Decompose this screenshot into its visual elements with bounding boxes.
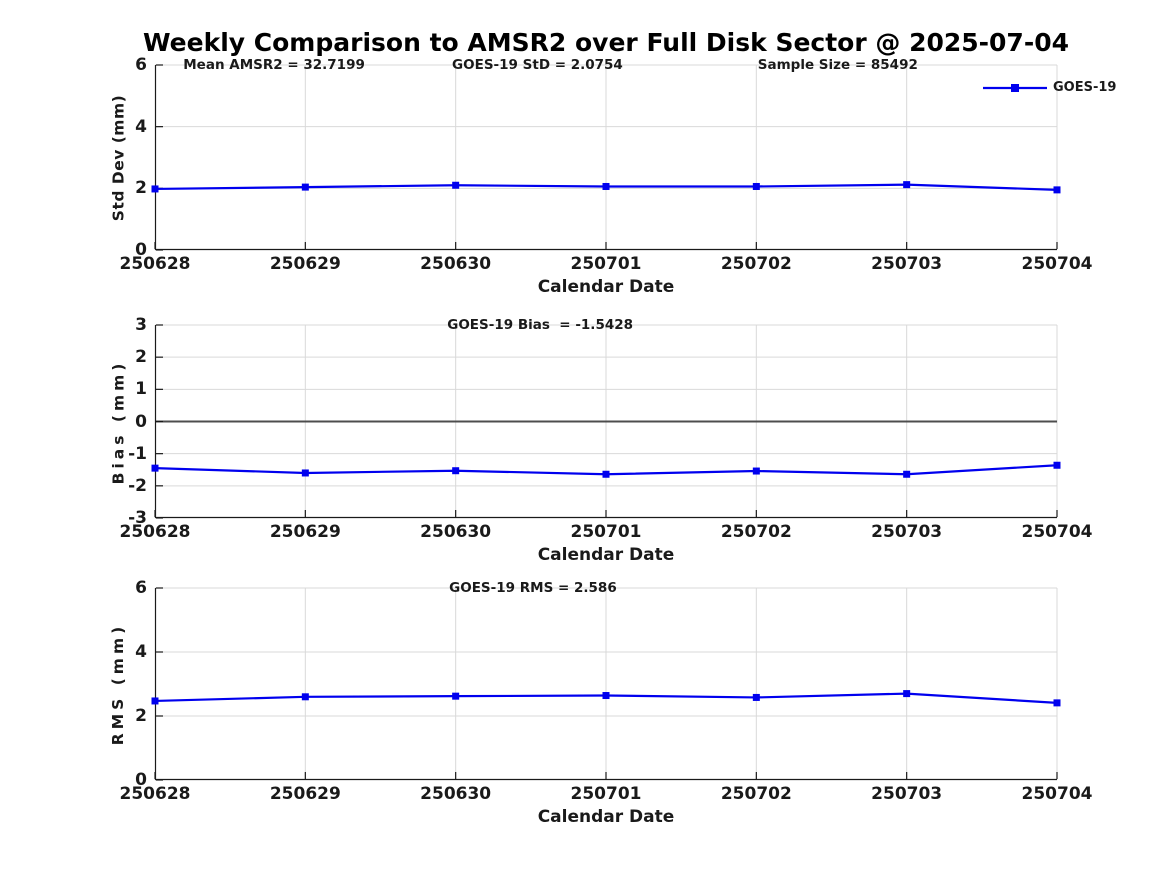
- data-point-marker: [151, 185, 159, 193]
- x-tick-label: 250704: [1021, 522, 1093, 542]
- rms-plot-area: [151, 587, 1061, 781]
- data-point-marker: [602, 182, 610, 190]
- data-point-marker: [602, 470, 610, 478]
- y-tick-label: 4: [135, 116, 147, 137]
- x-tick-label: 250630: [420, 522, 492, 542]
- std-dev-x-axis-label: Calendar Date: [537, 277, 675, 297]
- y-tick-label: 4: [135, 642, 147, 662]
- figure-title: Weekly Comparison to AMSR2 over Full Dis…: [142, 28, 1069, 57]
- y-tick-label: 3: [135, 315, 147, 335]
- x-tick-label: 250701: [570, 522, 642, 542]
- data-point-marker: [752, 693, 760, 701]
- x-tick-label: 250628: [119, 784, 191, 804]
- x-tick-label: 250702: [720, 254, 792, 274]
- std-dev-plot-area: [151, 64, 1061, 251]
- std-dev-y-axis-label: Std Dev (mm): [109, 94, 127, 221]
- x-tick-label: 250702: [720, 522, 792, 542]
- data-point-marker: [1053, 186, 1061, 194]
- data-point-marker: [301, 469, 309, 477]
- data-point-marker: [301, 183, 309, 191]
- x-tick-label: 250628: [119, 522, 191, 542]
- y-tick-label: 6: [135, 578, 147, 598]
- y-tick-label: 0: [135, 770, 147, 790]
- x-tick-label: 250701: [570, 784, 642, 804]
- data-point-marker: [602, 692, 610, 700]
- data-point-marker: [903, 181, 911, 189]
- x-tick-label: 250703: [871, 254, 943, 274]
- data-point-marker: [151, 697, 159, 705]
- x-tick-label: 250703: [871, 522, 943, 542]
- bias-x-axis-label: Calendar Date: [537, 545, 675, 565]
- data-point-marker: [1053, 461, 1061, 469]
- annotation: Mean AMSR2 = 32.7199: [183, 57, 365, 73]
- data-point-marker: [752, 467, 760, 475]
- annotation: GOES-19 Bias = -1.5428: [447, 317, 634, 333]
- data-point-marker: [1053, 699, 1061, 707]
- data-point-marker: [903, 690, 911, 698]
- x-tick-label: 250629: [269, 522, 341, 542]
- annotation: GOES-19 RMS = 2.586: [449, 580, 617, 596]
- rms-x-axis-label: Calendar Date: [537, 807, 675, 827]
- y-tick-label: 2: [135, 178, 147, 199]
- data-point-marker: [151, 464, 159, 472]
- y-tick-label: -1: [128, 443, 147, 464]
- y-tick-label: 0: [135, 411, 147, 432]
- x-tick-label: 250701: [570, 254, 642, 274]
- x-tick-label: 250702: [720, 784, 792, 804]
- data-point-marker: [452, 467, 460, 475]
- data-point-marker: [903, 470, 911, 478]
- data-point-marker: [452, 692, 460, 700]
- x-tick-label: 250630: [420, 784, 492, 804]
- x-tick-label: 250629: [269, 254, 341, 274]
- x-tick-label: 250703: [871, 784, 943, 804]
- y-tick-label: -3: [128, 508, 147, 528]
- data-point-marker: [301, 693, 309, 701]
- data-point-marker: [452, 181, 460, 189]
- legend: GOES-19: [983, 80, 1116, 95]
- x-tick-label: 250704: [1021, 254, 1093, 274]
- legend-line-marker-icon: [983, 83, 1047, 92]
- y-tick-label: 2: [135, 706, 147, 726]
- y-tick-label: 6: [135, 55, 147, 75]
- y-tick-label: -2: [128, 475, 147, 496]
- x-tick-label: 250629: [269, 784, 341, 804]
- bias-plot-area: [151, 324, 1061, 519]
- x-tick-label: 250630: [420, 254, 492, 274]
- y-tick-label: 1: [135, 379, 147, 400]
- rms-y-axis-label: RMS (mm): [109, 622, 127, 746]
- data-point-marker: [752, 182, 760, 190]
- annotation: Sample Size = 85492: [757, 57, 918, 73]
- x-tick-label: 250704: [1021, 784, 1093, 804]
- y-tick-label: 2: [135, 347, 147, 368]
- annotation: GOES-19 StD = 2.0754: [452, 57, 623, 73]
- x-tick-label: 250628: [119, 254, 191, 274]
- y-tick-label: 0: [135, 240, 147, 260]
- legend-label-goes19: GOES-19: [1053, 80, 1117, 95]
